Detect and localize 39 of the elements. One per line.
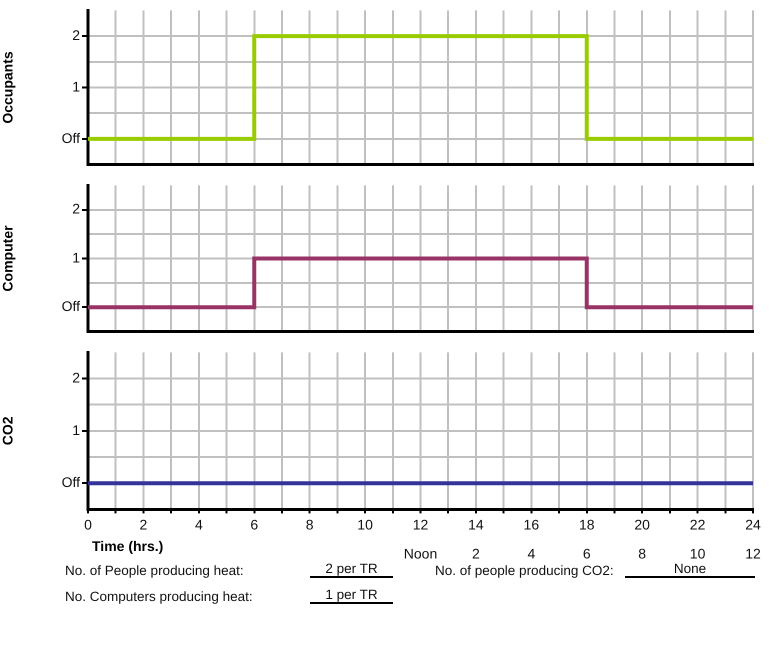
x-tick-label: 18 xyxy=(578,516,595,533)
y-tick-label: Off xyxy=(62,474,80,490)
x-tick-label: 0 xyxy=(84,516,92,533)
x2-tick-label: 2 xyxy=(472,545,480,562)
text: 1 per TR xyxy=(310,587,393,604)
y-tick-label: Off xyxy=(62,130,80,146)
text: No. of people producing CO2: xyxy=(434,563,615,578)
x-tick-label: 4 xyxy=(194,516,203,533)
text: 2 per TR xyxy=(310,561,393,578)
x2-tick-label: 8 xyxy=(638,545,646,562)
x-tick-label: 24 xyxy=(745,516,761,533)
x2-tick-label: Noon xyxy=(404,545,438,562)
x2-tick-label: 12 xyxy=(745,545,761,562)
x-tick-label: 22 xyxy=(690,516,706,533)
x-tick-label: 10 xyxy=(357,516,374,533)
y-axis-title: CO2 xyxy=(0,416,16,446)
y-tick-label: Off xyxy=(62,298,80,314)
y-tick-label: 2 xyxy=(72,369,80,386)
x-tick-label: 14 xyxy=(468,516,484,533)
x-tick-label: 6 xyxy=(250,516,258,533)
text: No. Computers producing heat: xyxy=(65,589,254,604)
x-axis-title: Time (hrs.) xyxy=(92,538,164,554)
x2-tick-label: 10 xyxy=(690,545,706,562)
x2-tick-label: 6 xyxy=(582,545,591,562)
y-axis-title: Computer xyxy=(0,224,16,292)
y-tick-label: 2 xyxy=(72,26,80,43)
text: None xyxy=(625,561,755,578)
y-tick-label: 1 xyxy=(72,422,80,438)
text: No. of People producing heat: xyxy=(65,563,245,578)
x-tick-label: 2 xyxy=(140,516,148,533)
x-tick-label: 16 xyxy=(524,516,540,533)
x-tick-label: 12 xyxy=(412,516,428,533)
y-axis-title: Occupants xyxy=(0,51,16,124)
y-tick-label: 1 xyxy=(72,249,80,266)
y-tick-label: 1 xyxy=(72,78,80,94)
x-tick-label: 20 xyxy=(634,516,650,533)
x-tick-label: 8 xyxy=(306,516,314,533)
y-tick-label: 2 xyxy=(72,200,80,217)
x2-tick-label: 4 xyxy=(527,545,536,562)
